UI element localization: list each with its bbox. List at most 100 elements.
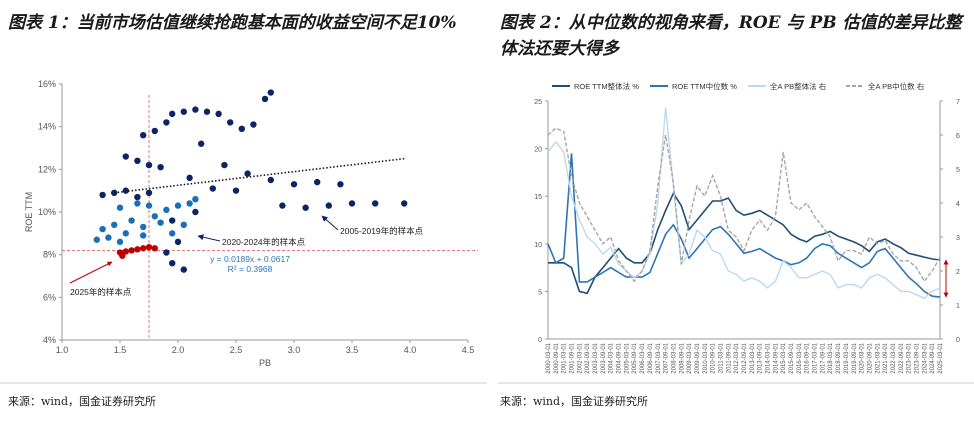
scatter-point <box>119 252 126 259</box>
scatter-point <box>134 246 141 253</box>
y2-tick-label: 1 <box>956 303 960 310</box>
legend-label: ROE TTM整体法 % <box>574 81 639 91</box>
scatter-point <box>116 204 124 211</box>
x-tick-label: 2018-09-01 <box>836 342 842 373</box>
series-annotation: 2005-2019年的样本点 <box>340 226 424 236</box>
scatter-point <box>169 230 176 237</box>
scatter-point <box>290 181 298 188</box>
scatter-point <box>140 245 147 252</box>
scatter-point <box>163 249 170 256</box>
y2-tick-label: 4 <box>956 201 960 208</box>
scatter-point <box>279 202 286 209</box>
x-tick-label: 2024-03-01 <box>922 342 928 373</box>
x-tick-label: 2009-03-01 <box>687 342 693 373</box>
scatter-point <box>232 187 240 194</box>
source-note: 来源：wind，国金证券研究所 <box>8 395 157 408</box>
scatter-point <box>267 176 274 184</box>
x-tick-label: 2007-03-01 <box>656 342 662 373</box>
annotation-arrow <box>321 215 339 231</box>
scatter-point <box>122 230 129 237</box>
scatter-point <box>93 236 101 243</box>
scatter-point <box>145 244 153 251</box>
scatter-point <box>134 157 141 164</box>
y-tick-label: 8% <box>43 250 56 260</box>
series-line <box>547 107 941 300</box>
x-tick-label: 2004-09-01 <box>617 342 623 373</box>
x-tick-label: 2012-09-01 <box>742 342 748 373</box>
scatter-point <box>261 95 269 103</box>
x-tick-label: 3.0 <box>288 345 301 355</box>
scatter-point <box>122 248 129 255</box>
scatter-point <box>203 108 211 115</box>
x-tick-label: 2006-03-01 <box>640 342 646 373</box>
y-axis-label: ROE TTM <box>24 192 34 232</box>
x-tick-label: 4.5 <box>462 345 475 355</box>
scatter-point <box>348 200 356 207</box>
x-tick-label: 2023-03-01 <box>907 342 913 373</box>
scatter-point <box>186 200 193 207</box>
scatter-point <box>267 89 274 96</box>
y-tick-label: 12% <box>38 164 56 174</box>
x-tick-label: 2013-09-01 <box>758 342 764 373</box>
scatter-point <box>128 217 135 224</box>
x-tick-label: 2024-09-01 <box>930 342 936 373</box>
scatter-point <box>227 119 234 126</box>
x-tick-label: 2.5 <box>230 345 243 355</box>
fit-equation: y = 0.0189x + 0.0617 <box>210 254 290 264</box>
series-annotation: 2025年的样本点 <box>70 287 132 297</box>
x-tick-label: 2003-09-01 <box>601 342 607 373</box>
annotation-arrow <box>69 261 113 284</box>
scatter-point <box>192 106 199 113</box>
scatter-point <box>180 266 187 273</box>
y-tick-label: 14% <box>38 122 56 132</box>
scatter-point <box>111 221 118 228</box>
x-tick-label: 2017-09-01 <box>820 342 826 373</box>
x-tick-label: 2011-09-01 <box>726 342 732 373</box>
scatter-point <box>169 217 176 224</box>
legend-label: ROE TTM中位数 % <box>672 81 737 91</box>
scatter-point <box>337 181 344 188</box>
scatter-point <box>180 108 187 115</box>
scatter-point <box>250 121 257 128</box>
x-tick-label: 2016-03-01 <box>797 342 803 373</box>
y-tick-label: 4% <box>43 335 56 345</box>
scatter-point <box>401 200 408 207</box>
chart-title: 图表 2：从中位数的视角来看，ROE 与 PB 估值的差异比整体法还要大得多 <box>500 13 962 59</box>
x-tick-label: 2016-09-01 <box>805 342 811 373</box>
annotation-arrow <box>197 234 221 242</box>
x-tick-label: 2015-03-01 <box>781 342 787 373</box>
y2-tick-label: 5 <box>956 167 960 174</box>
x-tick-label: 2020-03-01 <box>860 342 866 373</box>
x-tick-label: 2015-09-01 <box>789 342 795 373</box>
x-tick-label: 2008-03-01 <box>671 342 677 373</box>
x-tick-label: 2004-03-01 <box>609 342 615 373</box>
y-tick-label: 10% <box>38 207 56 217</box>
x-tick-label: 2021-09-01 <box>883 342 889 373</box>
x-tick-label: 2002-09-01 <box>585 342 591 373</box>
scatter-point <box>192 196 199 203</box>
scatter-point <box>221 161 228 169</box>
trend-line <box>114 157 405 194</box>
scatter-point <box>157 219 164 226</box>
x-tick-label: 2025-03-01 <box>938 342 944 373</box>
legend-label: 全A PB整体法 右 <box>770 81 827 91</box>
scatter-point <box>151 245 158 252</box>
scatter-point <box>105 234 112 241</box>
y2-tick-label: 6 <box>956 133 960 140</box>
x-tick-label: 2001-03-01 <box>562 342 568 373</box>
scatter-point <box>192 208 199 216</box>
y-tick-label: 16% <box>38 79 56 89</box>
y-tick-label: 15 <box>534 194 542 201</box>
scatter-point <box>116 238 124 246</box>
x-tick-label: 2012-03-01 <box>734 342 740 373</box>
scatter-point <box>372 200 379 207</box>
x-tick-label: 2.0 <box>172 345 185 355</box>
x-tick-label: 4.0 <box>404 345 417 355</box>
scatter-point <box>174 202 182 209</box>
x-tick-label: 2010-03-01 <box>703 342 709 373</box>
x-tick-label: 2010-09-01 <box>711 342 717 373</box>
x-tick-label: 2008-09-01 <box>679 342 685 373</box>
x-tick-label: 2022-09-01 <box>899 342 905 373</box>
x-tick-label: 2001-09-01 <box>570 342 576 373</box>
